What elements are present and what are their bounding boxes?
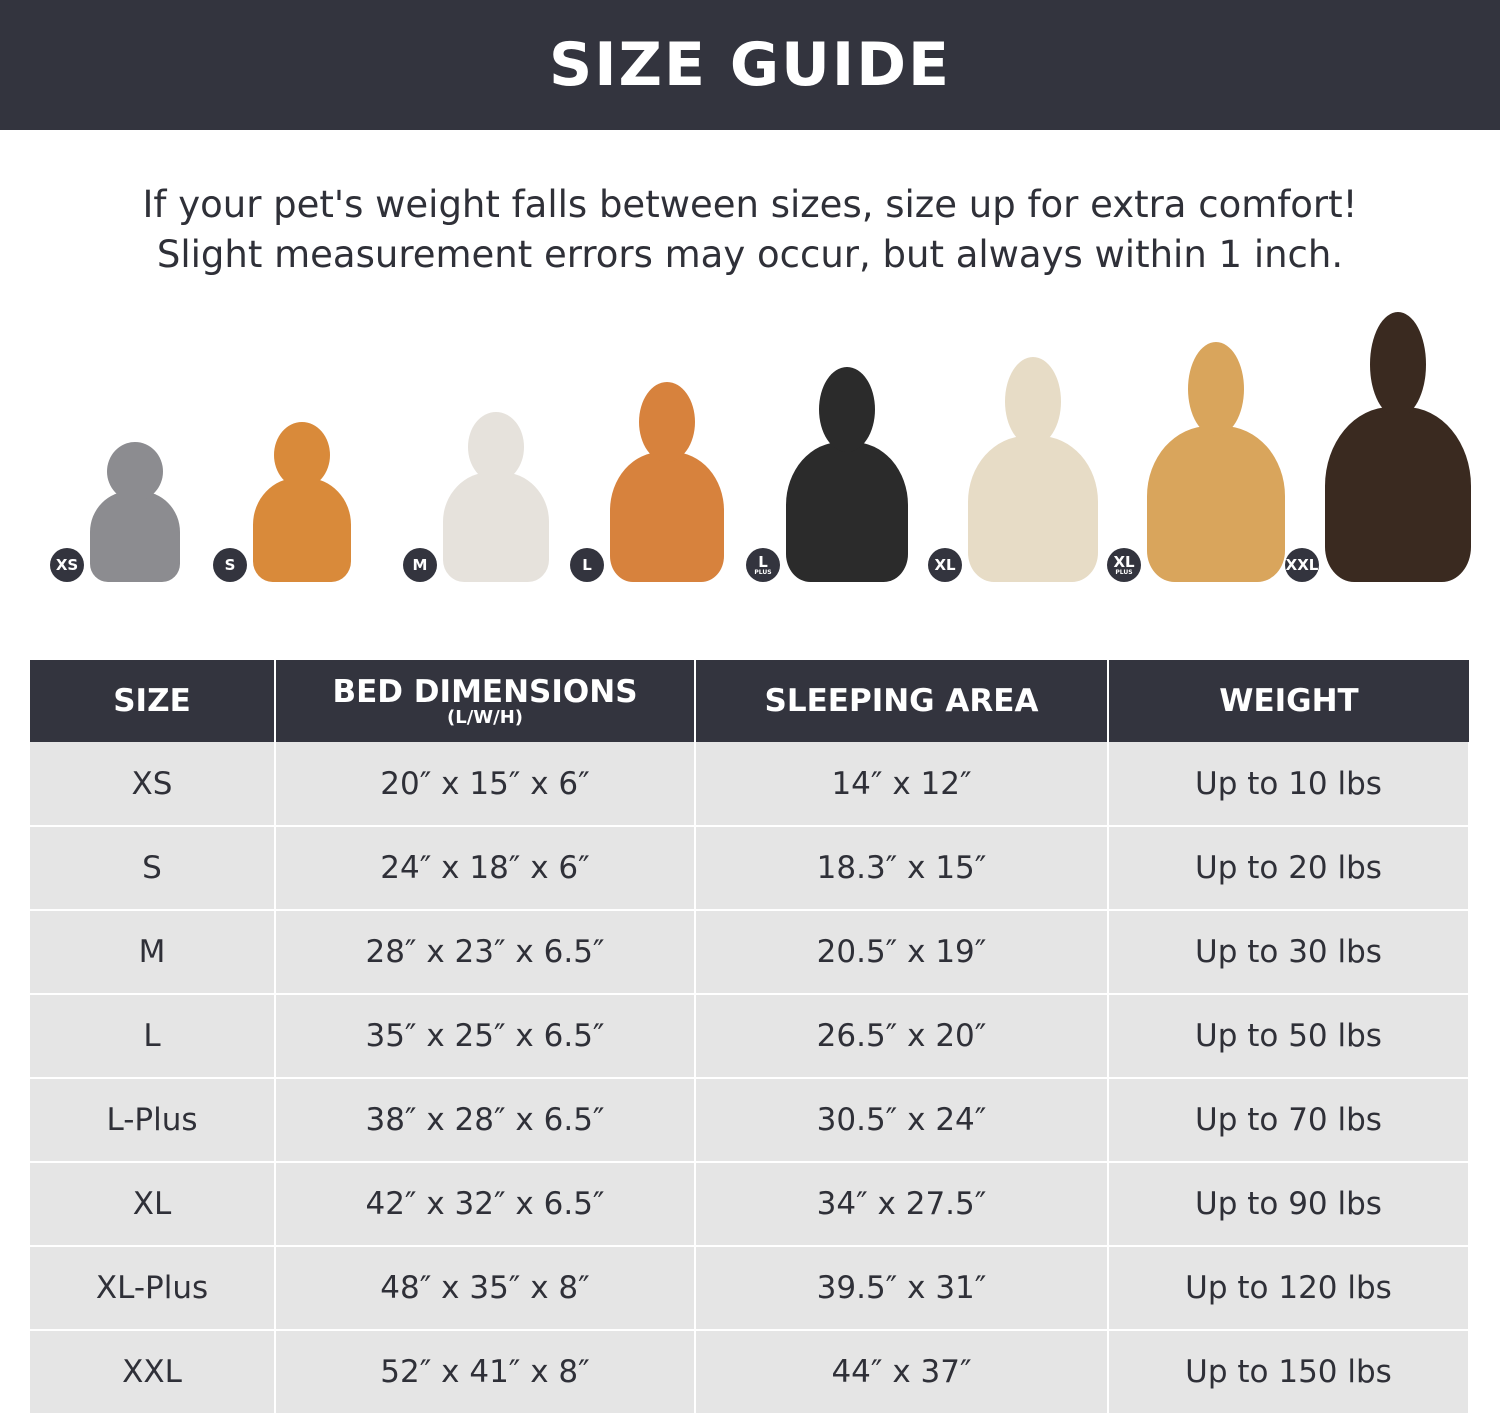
badge-label: XL — [934, 556, 956, 574]
pet-head — [1188, 342, 1244, 436]
pet-photo — [253, 422, 351, 582]
badge-label: L — [758, 552, 768, 571]
cell-size: L — [30, 994, 276, 1079]
table-row: M 28″ x 23″ x 6.5″ 20.5″ x 19″ Up to 30 lbs — [30, 910, 1470, 995]
col-sleeping-area: SLEEPING AREA — [694, 660, 1108, 742]
cell-size: L-Plus — [30, 1078, 276, 1163]
badge-label: L — [582, 556, 592, 574]
cell-size: XS — [30, 742, 276, 827]
pet-body — [786, 442, 908, 582]
pet-photo — [90, 442, 180, 582]
cell-size: XL-Plus — [30, 1246, 276, 1331]
badge-sub: PLUS — [754, 568, 772, 576]
cell-weight: Up to 120 lbs — [1107, 1246, 1470, 1331]
pet-head — [274, 422, 330, 488]
pet-body — [610, 452, 724, 582]
cell-sleeping-area: 44″ x 37″ — [694, 1330, 1109, 1415]
table-row: XL 42″ x 32″ x 6.5″ 34″ x 27.5″ Up to 90 lb… — [30, 1162, 1470, 1247]
size-badge: S — [213, 548, 247, 582]
note-line: If your pet's weight falls between sizes… — [142, 183, 1358, 226]
sizing-note: If your pet's weight falls between sizes… — [0, 180, 1500, 280]
col-weight: WEIGHT — [1107, 660, 1469, 742]
col-size: SIZE — [30, 660, 275, 742]
pet-body — [968, 435, 1098, 582]
pet-photo — [610, 382, 724, 582]
page-title: SIZE GUIDE — [548, 30, 951, 100]
cell-sleeping-area: 26.5″ x 20″ — [694, 994, 1109, 1079]
col-bed-dimensions: BED DIMENSIONS (L/W/H) — [274, 660, 695, 742]
pet-photo — [1147, 342, 1285, 582]
badge-label: M — [412, 556, 428, 574]
size-badge: XS — [50, 548, 84, 582]
pet-body — [90, 491, 180, 582]
pet-photo — [1325, 312, 1471, 582]
badge-label: XL — [1113, 552, 1135, 571]
cell-bed-dimensions: 24″ x 18″ x 6″ — [274, 826, 696, 911]
cell-size: XXL — [30, 1330, 276, 1415]
cell-bed-dimensions: 52″ x 41″ x 8″ — [274, 1330, 696, 1415]
cell-weight: Up to 30 lbs — [1107, 910, 1470, 995]
badge-label: XS — [55, 556, 79, 574]
pet-head — [639, 382, 695, 462]
note-line: Slight measurement errors may occur, but… — [156, 233, 1344, 276]
header-label: BED DIMENSIONS — [332, 674, 638, 710]
table-row: L 35″ x 25″ x 6.5″ 26.5″ x 20″ Up to 50 lbs — [30, 994, 1470, 1079]
cell-weight: Up to 150 lbs — [1107, 1330, 1470, 1415]
cell-weight: Up to 50 lbs — [1107, 994, 1470, 1079]
pet-head — [1370, 312, 1426, 417]
cell-sleeping-area: 20.5″ x 19″ — [694, 910, 1109, 995]
cell-bed-dimensions: 42″ x 32″ x 6.5″ — [274, 1162, 696, 1247]
pet-head — [819, 367, 875, 453]
cell-sleeping-area: 14″ x 12″ — [694, 742, 1109, 827]
cell-weight: Up to 20 lbs — [1107, 826, 1470, 911]
pet-photo — [786, 367, 908, 582]
pet-body — [1325, 406, 1471, 582]
cell-weight: Up to 10 lbs — [1107, 742, 1470, 827]
cell-size: S — [30, 826, 276, 911]
table-row: L-Plus 38″ x 28″ x 6.5″ 30.5″ x 24″ Up to 7… — [30, 1078, 1470, 1163]
cell-weight: Up to 90 lbs — [1107, 1162, 1470, 1247]
badge-sub: PLUS — [1115, 568, 1133, 576]
cell-bed-dimensions: 38″ x 28″ x 6.5″ — [274, 1078, 696, 1163]
size-badge: L — [570, 548, 604, 582]
size-badge: XXL — [1285, 548, 1319, 582]
size-table: SIZE BED DIMENSIONS (L/W/H) SLEEPING AREA… — [30, 660, 1470, 1415]
cell-sleeping-area: 30.5″ x 24″ — [694, 1078, 1109, 1163]
cell-bed-dimensions: 28″ x 23″ x 6.5″ — [274, 910, 696, 995]
pet-head — [107, 442, 163, 501]
pet-head — [1005, 357, 1061, 446]
cell-size: XL — [30, 1162, 276, 1247]
header-sub: (L/W/H) — [447, 707, 523, 728]
cell-sleeping-area: 18.3″ x 15″ — [694, 826, 1109, 911]
cell-size: M — [30, 910, 276, 995]
size-badge: M — [403, 548, 437, 582]
cell-bed-dimensions: 20″ x 15″ x 6″ — [274, 742, 696, 827]
size-badge: XL PLUS — [1107, 548, 1141, 582]
pet-photo — [968, 357, 1098, 582]
cell-bed-dimensions: 35″ x 25″ x 6.5″ — [274, 994, 696, 1079]
pet-body — [443, 471, 549, 582]
cell-bed-dimensions: 48″ x 35″ x 8″ — [274, 1246, 696, 1331]
header-bar: SIZE GUIDE — [0, 0, 1500, 130]
cell-sleeping-area: 34″ x 27.5″ — [694, 1162, 1109, 1247]
pet-body — [253, 478, 351, 582]
cell-weight: Up to 70 lbs — [1107, 1078, 1470, 1163]
table-row: S 24″ x 18″ x 6″ 18.3″ x 15″ Up to 20 lbs — [30, 826, 1470, 911]
pet-body — [1147, 426, 1285, 582]
badge-label: S — [224, 556, 236, 574]
table-row: XXL 52″ x 41″ x 8″ 44″ x 37″ Up to 150 lbs — [30, 1330, 1470, 1415]
badge-label: XXL — [1285, 556, 1319, 574]
table-row: XS 20″ x 15″ x 6″ 14″ x 12″ Up to 10 lbs — [30, 742, 1470, 827]
size-badge: XL — [928, 548, 962, 582]
cell-sleeping-area: 39.5″ x 31″ — [694, 1246, 1109, 1331]
pet-head — [468, 412, 524, 482]
size-badge: L PLUS — [746, 548, 780, 582]
pet-photo — [443, 412, 549, 582]
table-row: XL-Plus 48″ x 35″ x 8″ 39.5″ x 31″ Up to 12… — [30, 1246, 1470, 1331]
